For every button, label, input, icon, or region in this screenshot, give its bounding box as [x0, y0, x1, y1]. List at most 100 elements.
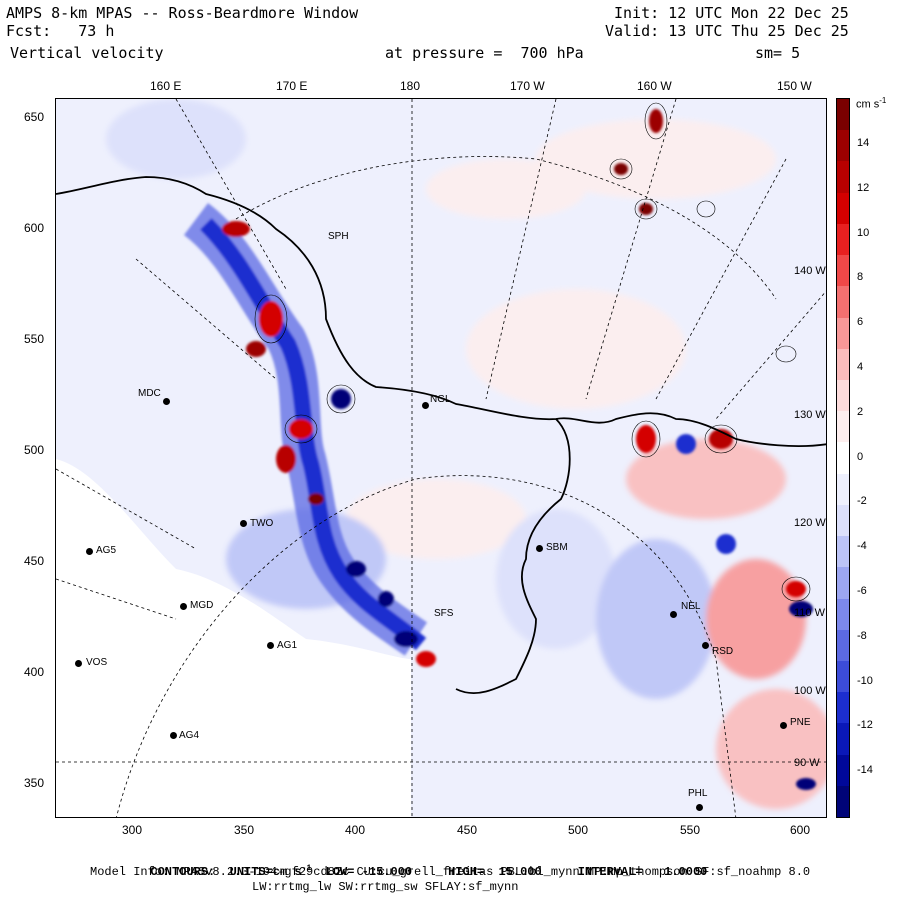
- colorbar-label: -12: [857, 719, 873, 732]
- colorbar-swatch: [837, 754, 849, 786]
- forecast-hour: Fcst: 73 h: [6, 22, 115, 40]
- model-info-line2: LW:rrtmg_lw SW:rrtmg_sw SFLAY:sf_mynn: [252, 880, 519, 894]
- smoothing-value: sm= 5: [755, 44, 801, 62]
- station-marker: [536, 545, 543, 552]
- colorbar-swatch: [837, 629, 849, 661]
- station-label: NEL: [681, 601, 701, 612]
- colorbar-swatch: [837, 99, 849, 131]
- colorbar-swatch: [837, 317, 849, 349]
- station-marker: [240, 520, 247, 527]
- colorbar-swatch: [837, 192, 849, 224]
- colorbar-label: 12: [857, 181, 870, 194]
- station-marker: [163, 398, 170, 405]
- y-tick-label: 500: [24, 443, 45, 457]
- colorbar-swatch: [837, 473, 849, 505]
- colorbar-swatch: [837, 785, 849, 818]
- colorbar-label: -2: [857, 495, 867, 508]
- colorbar-swatch: [837, 567, 849, 599]
- station-label: PHL: [688, 788, 708, 799]
- y-tick-label: 650: [24, 110, 45, 124]
- station-label: AG5: [96, 545, 117, 556]
- colorbar-swatch: [837, 130, 849, 162]
- colorbar-swatch: [837, 411, 849, 443]
- top-lon-label: 160 W: [637, 79, 672, 93]
- y-tick-label: 550: [24, 332, 45, 346]
- x-tick-label: 600: [790, 823, 811, 837]
- top-lon-label: 160 E: [150, 79, 182, 93]
- contours-info: CONTOURS: UNITS=cm s-1 LOW= -15.000 HIGH…: [150, 864, 708, 879]
- colorbar: [836, 98, 850, 818]
- edge-lon-label: 90 W: [794, 757, 820, 769]
- y-tick-label: 450: [24, 554, 45, 568]
- colorbar-label: -4: [857, 540, 867, 553]
- station-label: VOS: [86, 657, 108, 668]
- station-label: SFS: [434, 608, 454, 619]
- colorbar-swatch: [837, 504, 849, 537]
- station-marker: [180, 603, 187, 610]
- colorbar-swatch: [837, 536, 849, 568]
- station-marker: [702, 642, 709, 649]
- colorbar-label: -14: [857, 764, 873, 777]
- colorbar-label: 2: [857, 405, 864, 418]
- edge-lon-label: 110 W: [794, 607, 825, 619]
- colorbar-label: -10: [857, 674, 873, 687]
- model-info: Model Info: MPASv8.2.3-194-gf29cd82c CU:…: [90, 865, 811, 879]
- station-label: RSD: [712, 646, 734, 657]
- colorbar-swatch: [837, 348, 849, 380]
- station-marker: [86, 548, 93, 555]
- x-tick-label: 350: [234, 823, 255, 837]
- x-tick-label: 550: [680, 823, 701, 837]
- station-label: SBM: [546, 542, 568, 553]
- y-tick-label: 400: [24, 665, 45, 679]
- init-time: Init: 12 UTC Mon 22 Dec 25: [614, 4, 849, 22]
- station-label: MDC: [138, 388, 161, 399]
- top-lon-label: 170 E: [276, 79, 308, 93]
- vertical-velocity-field: [56, 99, 826, 817]
- colorbar-swatch: [837, 286, 849, 318]
- field-name: Vertical velocity: [10, 44, 164, 62]
- station-marker: [780, 722, 787, 729]
- colorbar-swatch: [837, 723, 849, 755]
- valid-time: Valid: 13 UTC Thu 25 Dec 25: [605, 22, 849, 40]
- edge-lon-label: 120 W: [794, 517, 826, 529]
- station-marker: [75, 660, 82, 667]
- x-tick-label: 450: [457, 823, 478, 837]
- colorbar-label: 4: [857, 361, 864, 373]
- colorbar-label: 10: [857, 226, 870, 239]
- y-tick-label: 600: [24, 221, 45, 235]
- edge-lon-label: 130 W: [794, 409, 826, 421]
- station-label: AG1: [277, 640, 298, 651]
- colorbar-swatch: [837, 161, 849, 193]
- map-plot-area: MDC NGL AG5 TWO SBM MGD AG1 SFS VOS AG4 …: [55, 98, 827, 818]
- top-lon-label: 180: [400, 79, 421, 93]
- colorbar-swatch: [837, 660, 849, 693]
- x-tick-label: 500: [568, 823, 589, 837]
- colorbar-label: -6: [857, 585, 867, 597]
- edge-lon-label: 100 W: [794, 685, 826, 697]
- colorbar-label: 0: [857, 450, 864, 463]
- colorbar-swatch: [837, 223, 849, 256]
- x-tick-label: 400: [345, 823, 366, 837]
- x-tick-label: 300: [122, 823, 143, 837]
- edge-lon-label: 140 W: [794, 265, 826, 277]
- colorbar-units: cm s-1: [856, 96, 887, 111]
- colorbar-swatch: [837, 379, 849, 412]
- colorbar-label: 8: [857, 271, 864, 284]
- colorbar-swatch: [837, 255, 849, 287]
- station-marker: [670, 611, 677, 618]
- station-marker: [267, 642, 274, 649]
- colorbar-swatch: [837, 442, 849, 474]
- station-label: SPH: [328, 231, 349, 242]
- colorbar-label: -8: [857, 629, 867, 642]
- station-label: PNE: [790, 717, 811, 728]
- top-lon-label: 170 W: [510, 79, 545, 93]
- station-marker: [170, 732, 177, 739]
- station-marker: [696, 804, 703, 811]
- top-lon-label: 150 W: [777, 79, 812, 93]
- station-label: MGD: [190, 600, 214, 611]
- y-tick-label: 350: [24, 776, 45, 790]
- station-label: TWO: [250, 518, 274, 529]
- map-title: AMPS 8-km MPAS -- Ross-Beardmore Window: [6, 4, 359, 22]
- pressure-level: at pressure = 700 hPa: [385, 44, 584, 62]
- station-label: AG4: [179, 730, 200, 741]
